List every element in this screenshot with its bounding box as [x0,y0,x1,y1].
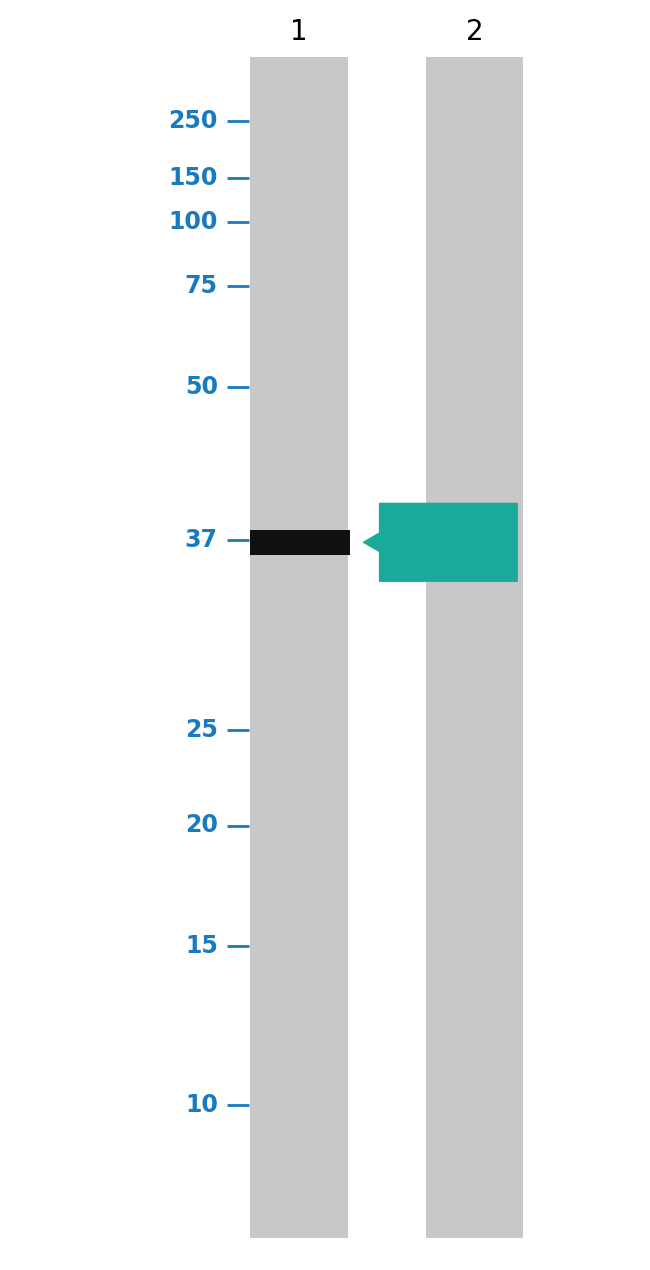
Text: 250: 250 [168,109,218,132]
Text: 15: 15 [185,935,218,958]
Text: 75: 75 [185,274,218,297]
Bar [426,57,523,1238]
Text: 150: 150 [168,166,218,189]
Text: 37: 37 [185,528,218,551]
Text: 1: 1 [290,18,308,46]
Text: 2: 2 [465,18,484,46]
Text: 50: 50 [185,376,218,399]
Bar [250,530,350,555]
Bar [250,57,348,1238]
Text: 100: 100 [168,211,218,234]
Text: 10: 10 [185,1093,218,1116]
Text: 25: 25 [185,719,218,742]
Text: 20: 20 [185,814,218,837]
